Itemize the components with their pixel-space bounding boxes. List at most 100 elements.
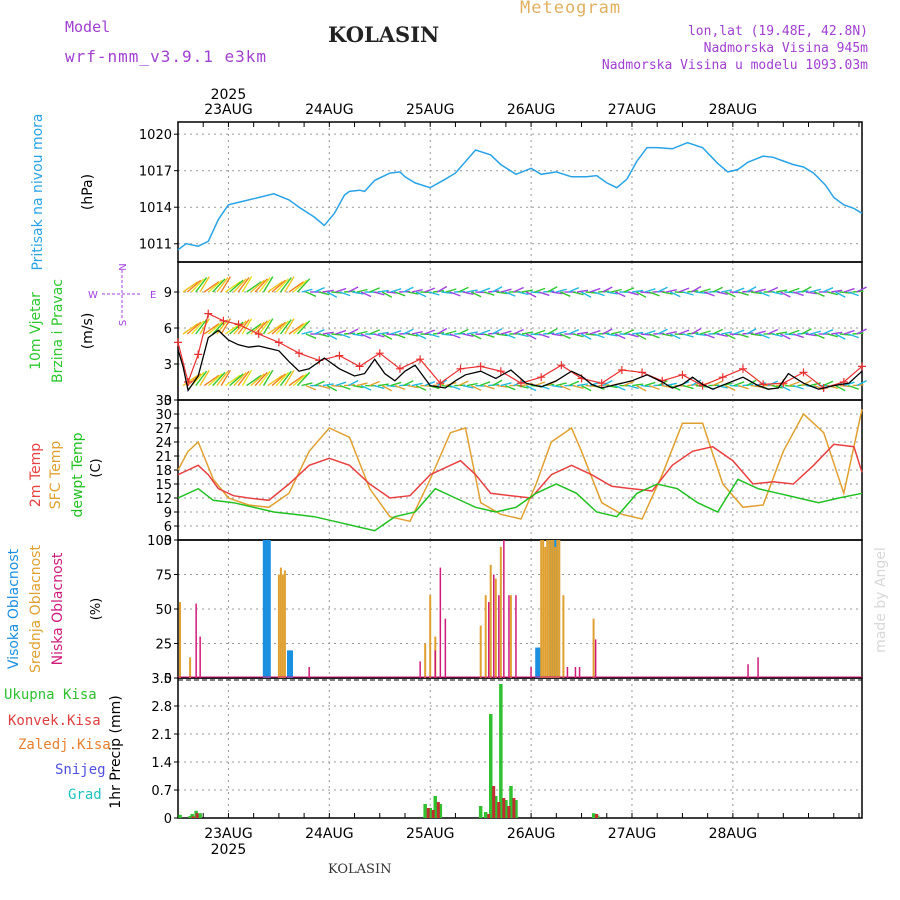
wind-barb <box>415 333 427 340</box>
wind-barb <box>805 291 817 295</box>
wind-barb <box>314 329 325 335</box>
wind-barb <box>538 291 550 297</box>
wind-gust-marker <box>456 364 465 373</box>
wind-barb <box>538 333 550 339</box>
wind-barb <box>644 330 656 335</box>
wind-barb <box>568 287 580 293</box>
cloud-bar-mid <box>279 567 282 678</box>
y-tick-label: 0.7 <box>151 784 172 799</box>
wind-barb <box>275 320 290 335</box>
wind-barb <box>254 320 268 335</box>
cloud-bar-low <box>594 639 597 678</box>
wind-barb-row-0 <box>182 276 867 298</box>
cloud-bar-mid <box>189 657 192 678</box>
wind-barb <box>644 288 656 293</box>
wind-barb <box>551 291 563 295</box>
wind-barb <box>381 333 393 340</box>
wind-barb <box>691 285 702 293</box>
wind-barb <box>547 286 558 293</box>
wind-barb <box>614 333 626 340</box>
precip-bar-total <box>433 796 437 818</box>
wind-barb <box>428 333 440 338</box>
wind-barb <box>208 279 223 293</box>
wind-barb <box>670 291 681 298</box>
wind-barb <box>822 329 834 335</box>
wind-barb <box>292 279 308 293</box>
cloud-unit-label: (%) <box>89 598 104 621</box>
wind-barb <box>275 371 290 387</box>
wind-barb <box>479 329 491 335</box>
cloud-side-label-high: Visoka Oblacnost <box>6 548 22 669</box>
wind-barb <box>262 276 274 293</box>
wind-barb <box>500 382 512 387</box>
wind-barb <box>246 323 262 335</box>
wind-barb <box>250 279 265 293</box>
y-tick-label: 2.8 <box>151 700 172 715</box>
dewpt-temp-line <box>177 478 863 532</box>
cloud-bar-mid <box>546 540 549 678</box>
wind-barb <box>436 327 448 335</box>
wind-barb <box>466 289 478 293</box>
cloud-bar-low <box>747 664 749 678</box>
wind-barb <box>670 384 681 391</box>
wind-barb <box>314 287 325 293</box>
wind-gust-marker <box>436 379 445 388</box>
cloud-bar-mid <box>499 546 502 678</box>
meteogram-title: Meteogram <box>520 0 622 18</box>
wind-barb <box>610 288 622 293</box>
wind-barb <box>801 286 812 293</box>
wind-barb <box>665 289 677 293</box>
wind-barb <box>403 286 414 293</box>
wind-barb <box>318 291 330 296</box>
precip-legend-3: Snijeg <box>55 762 106 778</box>
wind-gust-marker <box>254 330 263 338</box>
wind-barb <box>780 291 791 298</box>
wind-barb <box>275 278 290 293</box>
wind-barb <box>504 333 516 339</box>
wind-barb <box>551 333 563 337</box>
cloud-bar-mid <box>479 625 482 678</box>
wind-barb <box>814 291 825 297</box>
wind-barb <box>436 285 448 293</box>
wind-barb <box>606 333 618 337</box>
wind-barb <box>216 370 229 387</box>
wind-gust-marker <box>274 338 283 347</box>
wind-barb <box>780 333 791 340</box>
precip-bar-conv <box>507 806 511 818</box>
wind-barb <box>843 381 855 387</box>
temp-side-label-sfc: SFC Temp <box>48 441 64 510</box>
wind-barb <box>195 277 208 293</box>
wind-barb <box>262 318 274 335</box>
wind-barb <box>411 382 423 387</box>
wind-barb <box>602 379 613 387</box>
cloud-bar-low <box>439 567 442 678</box>
clouds-panel: 0 25 50 75 100 <box>147 534 863 687</box>
y-tick-label: 3 <box>164 534 172 549</box>
wind-barb <box>555 330 567 335</box>
precip-legend-2: Zaledj.Kisa <box>18 737 111 753</box>
wind-barb <box>326 333 338 340</box>
wind-barb <box>517 291 529 296</box>
x-label-top: 24AUG <box>305 102 354 118</box>
wind-barb <box>407 384 419 389</box>
wind-barb <box>445 330 457 335</box>
wind-barb <box>856 286 867 293</box>
wind-barb <box>394 333 406 339</box>
wind-barb <box>576 383 589 387</box>
wind-barb <box>699 330 711 335</box>
wind-barb <box>267 374 283 387</box>
wind-barb <box>267 281 283 293</box>
wind-barb <box>733 381 745 387</box>
wind-barb <box>403 380 414 387</box>
wind-barb <box>182 323 199 335</box>
wind-barb <box>636 384 647 392</box>
wind-barb <box>809 288 821 293</box>
wind-barb <box>504 384 516 391</box>
precip-bar-total <box>591 813 596 818</box>
wind-barb <box>848 333 859 339</box>
wind-speed-line <box>177 329 863 392</box>
wind-barb <box>424 287 436 293</box>
y-tick-label: 9 <box>164 506 172 521</box>
wind-barb <box>716 291 728 295</box>
